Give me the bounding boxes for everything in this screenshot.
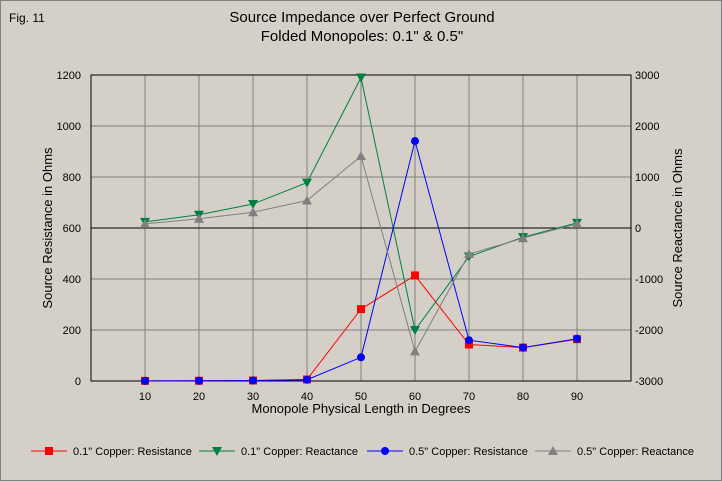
data-point [410,346,420,356]
data-point [302,178,312,188]
legend: 0.1" Copper: Resistance 0.1" Copper: Reac… [31,446,694,458]
data-point [465,336,473,345]
x-tick-label: 70 [463,391,475,403]
x-tick-label: 10 [139,391,151,403]
data-point [249,376,257,385]
data-point [302,195,312,205]
legend-item: 0.1" Copper: Resistance [31,446,192,458]
x-tick-label: 90 [571,391,583,403]
legend-item: 0.5" Copper: Resistance [367,446,528,458]
right-y-axis-label: Source Reactance in Ohms [670,148,685,307]
x-tick-label: 40 [301,391,313,403]
left-y-tick-label: 600 [63,223,81,235]
legend-label: 0.5" Copper: Reactance [577,446,694,458]
x-tick-label: 60 [409,391,421,403]
legend-marker [548,446,558,455]
data-point [573,334,581,343]
right-y-tick-label: -3000 [635,376,663,388]
x-axis-label: Monopole Physical Length in Degrees [252,401,471,416]
legend-item: 0.1" Copper: Reactance [199,446,358,458]
data-point [195,376,203,385]
data-point [356,151,366,161]
series-layer [140,73,582,385]
axis-ticks: 10 20 30 40 50 60 70 80 90 0 200 400 600 800 1000 1200 -… [57,70,664,403]
data-point [357,305,365,314]
chart-title: Source Impedance over Perfect Ground [229,9,495,26]
data-point [140,218,150,228]
data-point [248,207,258,217]
data-point [194,213,204,223]
left-y-tick-label: 0 [75,376,81,388]
x-tick-label: 30 [247,391,259,403]
data-point [303,375,311,384]
left-y-tick-label: 400 [63,274,81,286]
left-y-tick-label: 1000 [57,121,81,133]
legend-marker [212,447,222,456]
data-point [357,353,365,362]
left-y-tick-label: 200 [63,325,81,337]
left-y-tick-label: 800 [63,172,81,184]
right-y-tick-label: -2000 [635,325,663,337]
legend-label: 0.1" Copper: Resistance [73,446,192,458]
right-y-tick-label: -1000 [635,274,663,286]
right-y-tick-label: 1000 [635,172,659,184]
legend-item: 0.5" Copper: Reactance [535,446,694,458]
data-point [411,271,419,280]
data-point [519,343,527,352]
right-y-tick-label: 2000 [635,121,659,133]
data-point [572,218,582,228]
data-point [464,249,474,259]
legend-marker [45,447,53,455]
data-point [518,233,528,243]
figure-label: Fig. 11 [9,11,45,25]
data-point [141,376,149,385]
data-point [411,137,419,146]
legend-label: 0.1" Copper: Reactance [241,446,358,458]
data-point [248,200,258,210]
chart-subtitle: Folded Monopoles: 0.1" & 0.5" [260,28,464,45]
data-point [465,340,473,349]
series-group-3 [140,151,582,356]
right-y-tick-label: 3000 [635,70,659,82]
x-tick-label: 20 [193,391,205,403]
left-y-tick-label: 1200 [57,70,81,82]
series-group-2 [141,137,581,385]
data-point [410,326,420,335]
right-y-tick-label: 0 [635,223,641,235]
data-point [356,73,366,83]
legend-marker [381,447,389,455]
x-tick-label: 50 [355,391,367,403]
left-y-axis-label: Source Resistance in Ohms [40,147,55,309]
legend-label: 0.5" Copper: Resistance [409,446,528,458]
x-tick-label: 80 [517,391,529,403]
